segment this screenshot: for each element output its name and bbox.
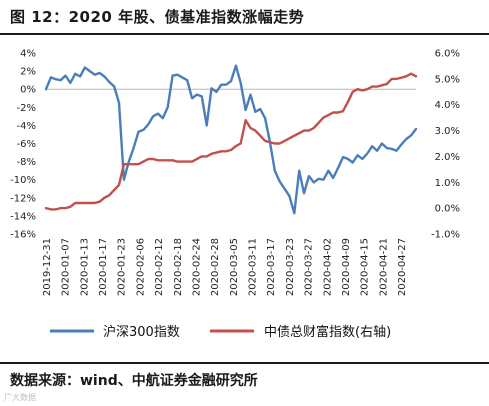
x-tick-label: 2019-12-31 bbox=[42, 238, 53, 296]
x-tick-label: 2020-04-09 bbox=[341, 238, 352, 296]
x-tick-label: 2020-02-28 bbox=[210, 238, 221, 296]
left-tick-label: -2% bbox=[17, 103, 36, 114]
plot-area bbox=[44, 64, 418, 215]
left-tick-label: -4% bbox=[17, 121, 36, 132]
x-tick-label: 2020-02-06 bbox=[135, 238, 146, 296]
x-tick-label: 2020-02-12 bbox=[154, 238, 165, 296]
right-tick-label: -1.0% bbox=[431, 230, 460, 241]
x-tick-label: 2020-01-17 bbox=[98, 238, 109, 296]
x-tick-label: 2020-04-21 bbox=[378, 238, 389, 296]
legend-label-2: 中债总财富指数(右轴) bbox=[264, 324, 391, 340]
legend-label-1: 沪深300指数 bbox=[103, 324, 180, 340]
legend: 沪深300指数 中债总财富指数(右轴) bbox=[50, 324, 391, 340]
left-tick-label: 2% bbox=[20, 67, 36, 78]
x-tick-label: 2020-01-07 bbox=[61, 238, 72, 296]
x-tick-label: 2020-01-23 bbox=[117, 238, 128, 296]
right-tick-label: 0.0% bbox=[435, 204, 460, 215]
figure-title: 图 12：2020 年股、债基准指数涨幅走势 bbox=[10, 8, 305, 26]
right-tick-label: 1.0% bbox=[435, 178, 460, 189]
line-chart: 4% 2% 0% -2% -4% -6% -8% -10% -12% -14% -16% 6.0% 5… bbox=[10, 49, 460, 341]
x-tick-label: 2020-03-17 bbox=[266, 238, 277, 296]
x-tick-label: 2020-03-23 bbox=[285, 238, 296, 296]
left-tick-label: -10% bbox=[10, 175, 36, 186]
right-tick-label: 6.0% bbox=[435, 49, 460, 60]
x-tick-label: 2020-03-05 bbox=[229, 238, 240, 296]
title-rule bbox=[0, 33, 489, 35]
x-axis-ticks: 2019-12-31 2020-01-07 2020-01-13 2020-01-17… bbox=[42, 238, 408, 296]
x-tick-label: 2020-03-11 bbox=[248, 238, 259, 296]
x-tick-label: 2020-04-27 bbox=[397, 238, 408, 296]
left-tick-label: 4% bbox=[20, 49, 36, 60]
right-tick-label: 5.0% bbox=[435, 74, 460, 85]
right-tick-label: 2.0% bbox=[435, 152, 460, 163]
x-tick-label: 2020-01-13 bbox=[79, 238, 90, 296]
left-tick-label: -16% bbox=[10, 230, 36, 241]
x-tick-label: 2020-03-27 bbox=[304, 238, 315, 296]
left-tick-label: -12% bbox=[10, 193, 36, 204]
source-rule bbox=[0, 362, 489, 364]
right-tick-label: 3.0% bbox=[435, 126, 460, 137]
x-tick-label: 2020-04-15 bbox=[360, 238, 371, 296]
x-tick-label: 2020-02-24 bbox=[191, 238, 202, 296]
series-line-2 bbox=[44, 72, 418, 211]
left-tick-label: -14% bbox=[10, 211, 36, 222]
left-tick-label: -6% bbox=[17, 139, 36, 150]
right-axis-ticks: 6.0% 5.0% 4.0% 3.0% 2.0% 1.0% 0.0% -1.0% bbox=[431, 49, 460, 241]
left-axis-ticks: 4% 2% 0% -2% -4% -6% -8% -10% -12% -14% -16% bbox=[10, 49, 36, 241]
watermark: 广大数据 bbox=[4, 393, 36, 402]
source-note: 数据来源：wind、中航证券金融研究所 bbox=[10, 373, 258, 389]
series-line-1 bbox=[44, 64, 418, 215]
x-tick-label: 2020-02-18 bbox=[173, 238, 184, 296]
left-tick-label: -8% bbox=[17, 157, 36, 168]
left-tick-label: 0% bbox=[20, 85, 36, 96]
right-tick-label: 4.0% bbox=[435, 100, 460, 111]
x-tick-label: 2020-04-02 bbox=[322, 238, 333, 296]
